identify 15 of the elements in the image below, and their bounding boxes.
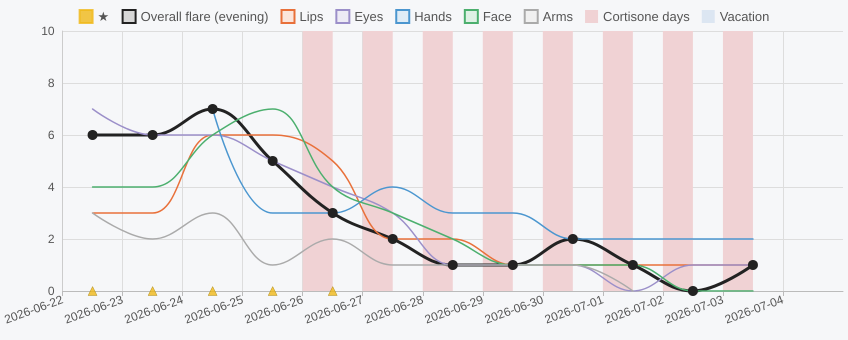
- legend-label: Lips: [299, 9, 324, 24]
- legend-label: Face: [482, 9, 512, 24]
- y-tick-label: 0: [48, 284, 55, 298]
- y-tick-label: 10: [41, 24, 55, 38]
- y-tick-label: 2: [48, 232, 55, 246]
- legend-label: Hands: [414, 9, 452, 24]
- y-tick-label: 6: [48, 128, 55, 142]
- y-tick-label: 8: [48, 76, 55, 90]
- legend-label: Vacation: [720, 9, 770, 24]
- legend-label: Arms: [542, 9, 574, 24]
- y-tick-label: 4: [48, 180, 55, 194]
- legend-label: Overall flare (evening): [140, 9, 268, 24]
- legend-label: ★: [98, 9, 110, 24]
- legend-label: Eyes: [354, 9, 384, 24]
- legend-label: Cortisone days: [603, 9, 690, 24]
